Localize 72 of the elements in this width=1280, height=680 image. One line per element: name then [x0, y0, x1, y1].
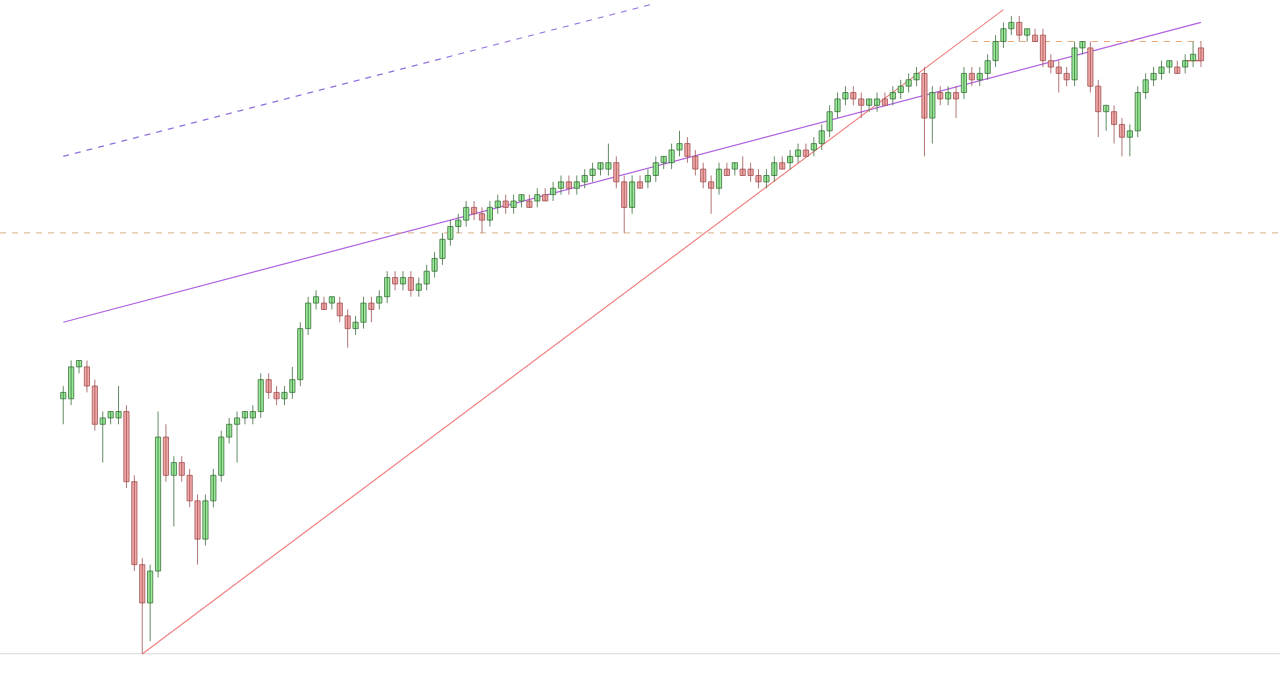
candlestick	[731, 162, 738, 176]
candlestick	[407, 270, 414, 298]
candlestick	[526, 194, 533, 208]
candlestick	[795, 143, 802, 164]
candlestick	[1071, 41, 1078, 87]
candlestick	[518, 194, 525, 208]
candlestick	[637, 175, 644, 189]
candlestick	[921, 66, 928, 157]
candlestick	[478, 207, 485, 234]
candlestick	[716, 162, 723, 196]
candlestick	[320, 296, 327, 310]
candlestick	[1197, 41, 1204, 68]
candlestick	[905, 73, 912, 93]
candlestick	[170, 455, 177, 527]
candlestick	[889, 85, 896, 106]
candlestick	[557, 175, 565, 196]
candlestick	[1039, 28, 1046, 68]
candlestick	[573, 175, 580, 196]
candlestick	[589, 162, 596, 183]
candlestick	[360, 296, 367, 330]
candlestick	[771, 155, 778, 183]
candlestick	[779, 155, 786, 170]
candlestick	[265, 372, 272, 400]
candlestick	[542, 187, 549, 202]
candlestick	[937, 85, 944, 106]
candlestick	[929, 85, 936, 144]
candlestick	[392, 270, 399, 291]
candlestick	[1063, 66, 1070, 87]
candlestick	[787, 149, 794, 170]
candlestick	[897, 79, 904, 100]
candlestick	[99, 411, 106, 463]
candlestick	[565, 175, 572, 196]
candlestick	[953, 85, 960, 119]
candlestick	[652, 155, 659, 183]
candlestick	[1024, 28, 1031, 42]
candlestick	[1158, 60, 1165, 81]
candlestick	[755, 168, 762, 189]
candlestick	[945, 85, 952, 106]
candlestick	[328, 296, 335, 310]
candlestick	[534, 187, 541, 208]
candlestick	[739, 155, 746, 176]
candlestick	[1166, 60, 1173, 74]
candlestick	[747, 162, 754, 183]
candlestick	[960, 66, 967, 100]
candlestick	[384, 270, 391, 304]
candlestick	[368, 296, 375, 323]
candlestick	[1103, 104, 1110, 132]
candlestick	[234, 411, 241, 463]
candlestick	[581, 168, 588, 189]
candlestick	[913, 66, 920, 87]
candlestick	[874, 92, 881, 113]
candlestick	[1174, 60, 1181, 74]
candlestick	[257, 372, 264, 419]
candlestick	[1190, 41, 1197, 68]
candlestick	[858, 92, 865, 119]
candlestick	[723, 162, 730, 176]
candlestick	[1016, 15, 1023, 42]
candlestick	[502, 194, 509, 215]
candlestick	[486, 200, 493, 227]
candlestick	[463, 200, 470, 227]
candlestick	[1055, 60, 1062, 93]
candlestick	[162, 423, 169, 483]
candlestick	[866, 98, 873, 113]
candlestick	[115, 385, 122, 425]
candlestick	[802, 143, 809, 157]
candlestick	[605, 143, 612, 176]
candlestick	[510, 194, 517, 215]
candlestick	[968, 66, 975, 87]
candlestick	[629, 175, 636, 215]
candlestick	[881, 92, 888, 106]
candlestick	[399, 270, 406, 291]
candlestick	[550, 181, 557, 202]
